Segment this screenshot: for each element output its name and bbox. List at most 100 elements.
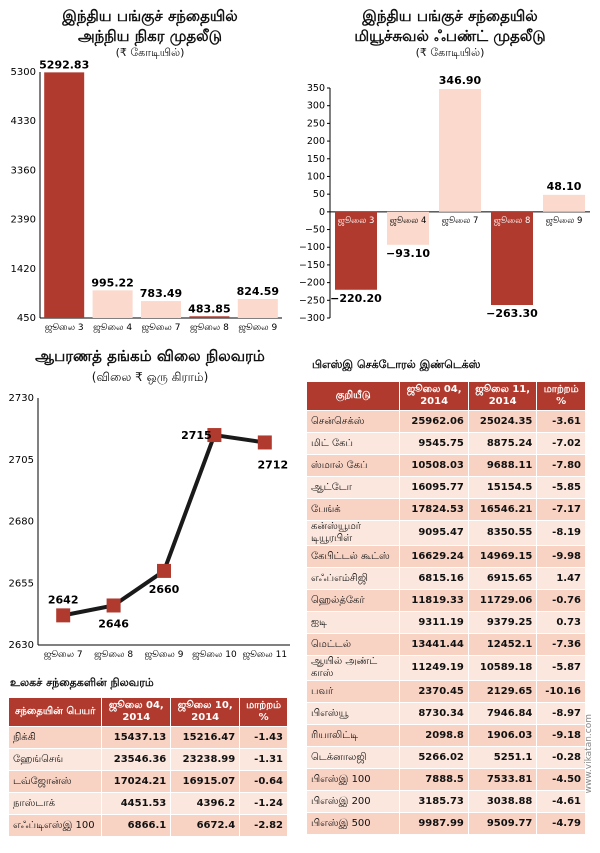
mf-y-tick-label: 200 xyxy=(307,136,325,147)
bse-value-cell: -7.02 xyxy=(536,432,586,455)
bse-value-cell: -0.28 xyxy=(536,746,586,769)
bse-value-cell: 9379.25 xyxy=(467,611,538,634)
bse-value-cell: 13441.44 xyxy=(399,633,469,656)
bse-table-row: பிஎஸ்இ 200 3185.73 3038.88 -4.61 xyxy=(305,790,586,813)
bse-header-cell: ஜூலை 11, 2014 xyxy=(467,381,538,411)
world-value-cell: 15216.47 xyxy=(170,726,241,749)
gold-y-tick-label: 2705 xyxy=(9,455,34,466)
fii-value-label: 783.49 xyxy=(140,287,182,300)
bse-table-row: டெக்னாலஜி 5266.02 5251.1 -0.28 xyxy=(305,746,586,769)
gold-value-label: 2642 xyxy=(48,593,79,606)
bse-table-row: கேபிட்டல் கூட்ஸ் 16629.24 14969.15 -9.98 xyxy=(305,545,586,568)
mf-y-tick-label: 0 xyxy=(319,207,325,218)
bse-value-cell: -3.61 xyxy=(536,410,586,433)
mf-y-tick-label: 150 xyxy=(307,154,325,165)
bse-value-cell: 16629.24 xyxy=(399,545,469,568)
bse-name-cell: ஹெல்த்கேர் xyxy=(305,589,401,612)
mf-bar xyxy=(387,211,429,245)
bse-value-cell: 8350.55 xyxy=(467,520,538,546)
world-name-cell: டவ்ஜோன்ஸ் xyxy=(7,770,103,793)
world-name-cell: எஃப்டிஎஸ்இ 100 xyxy=(7,814,103,837)
bse-value-cell: 14969.15 xyxy=(467,545,538,568)
bse-table-row: பிஎஸ்இ 100 7888.5 7533.81 -4.50 xyxy=(305,768,586,791)
gold-y-tick-label: 2730 xyxy=(9,393,34,404)
gold-y-tick-label: 2630 xyxy=(9,640,34,651)
mf-y-tick-label: −250 xyxy=(300,295,325,306)
bse-table-row: பிஎஸ்இ 500 9987.99 9509.77 -4.79 xyxy=(305,812,586,835)
world-value-cell: 4451.53 xyxy=(101,792,172,815)
mf-value-label: −220.20 xyxy=(330,292,382,305)
gold-x-tick-label: ஜூலை 9 xyxy=(145,650,184,660)
bse-table-row: கன்ஸ்யூமர் டியூரபிள் 9095.47 8350.55 -8.19 xyxy=(305,520,586,546)
bse-name-cell: ஸ்மால் கேப் xyxy=(305,454,401,477)
mf-bar xyxy=(491,211,533,306)
fii-chart-title: இந்திய பங்குச் சந்தையில் xyxy=(62,7,238,25)
bse-value-cell: 8875.24 xyxy=(467,432,538,455)
gold-y-tick-label: 2680 xyxy=(9,517,34,528)
bse-name-cell: பிஎஸ்யூ xyxy=(305,702,401,725)
mf-y-tick-label: 50 xyxy=(313,189,325,200)
bse-value-cell: 0.73 xyxy=(536,611,586,634)
bse-table-header: குறியீடு ஜூலை 04, 2014 ஜூலை 11, 2014 மாற்றம… xyxy=(305,381,586,411)
fii-x-tick-label: ஜூலை 4 xyxy=(93,323,132,333)
bse-value-cell: 25024.35 xyxy=(467,410,538,433)
mf-y-tick-label: 350 xyxy=(307,83,325,94)
bse-name-cell: பவர் xyxy=(305,680,401,703)
world-markets-table: சந்தையின் பெயர் ஜூலை 04, 2014 ஜூலை 10, 201… xyxy=(7,697,288,837)
bse-value-cell: 9095.47 xyxy=(399,520,469,546)
mf-value-label: 346.90 xyxy=(439,74,482,87)
mf-x-tick-label: ஜூலை 4 xyxy=(390,216,427,226)
fii-y-tick-label: 1420 xyxy=(11,264,36,275)
bse-value-cell: 1.47 xyxy=(536,567,586,590)
bse-value-cell: 7888.5 xyxy=(399,768,469,791)
world-header-cell: ஜூலை 04, 2014 xyxy=(101,697,172,727)
mf-x-tick-label: ஜூலை 8 xyxy=(494,216,531,226)
bse-value-cell: 5266.02 xyxy=(399,746,469,769)
bse-value-cell: 7946.84 xyxy=(467,702,538,725)
world-header-cell: சந்தையின் பெயர் xyxy=(7,697,103,727)
world-value-cell: 23238.99 xyxy=(170,748,241,771)
bse-name-cell: மெட்டல் xyxy=(305,633,401,656)
bse-header-cell: மாற்றம் % xyxy=(536,381,586,411)
gold-point-marker xyxy=(157,563,171,578)
gold-point-marker xyxy=(207,428,222,443)
fii-bar xyxy=(189,316,230,318)
mf-x-tick-label: ஜூலை 7 xyxy=(442,216,479,226)
fii-value-label: 824.59 xyxy=(237,285,279,298)
world-value-cell: -1.43 xyxy=(239,726,288,749)
mf-value-label: 48.10 xyxy=(547,180,582,193)
bse-table-row: ஐடி 9311.19 9379.25 0.73 xyxy=(305,611,586,634)
bse-value-cell: 9987.99 xyxy=(399,812,469,835)
world-value-cell: -0.64 xyxy=(239,770,288,793)
bse-value-cell: 16095.77 xyxy=(399,476,469,499)
mf-y-tick-label: 100 xyxy=(307,171,325,182)
world-value-cell: -1.31 xyxy=(239,748,288,771)
bse-value-cell: 10589.18 xyxy=(467,655,538,681)
bse-table-row: ஆட்டோ 16095.77 15154.5 -5.85 xyxy=(305,476,586,499)
world-table-row: நாஸ்டாக் 4451.53 4396.2 -1.24 xyxy=(7,792,288,815)
mf-chart-panel: இந்திய பங்குச் சந்தையில் மியூச்சுவல் ஃபண… xyxy=(300,0,600,340)
bse-table-row: பிஎஸ்யூ 8730.34 7946.84 -8.97 xyxy=(305,702,586,725)
gold-value-label: 2715 xyxy=(181,429,212,442)
world-value-cell: 17024.21 xyxy=(101,770,172,793)
bse-value-cell: 3185.73 xyxy=(399,790,469,813)
bse-value-cell: 9311.19 xyxy=(399,611,469,634)
gold-value-label: 2660 xyxy=(149,583,180,596)
fii-bar xyxy=(237,299,278,318)
bse-name-cell: பிஎஸ்இ 100 xyxy=(305,768,401,791)
mf-value-label: −93.10 xyxy=(386,247,430,260)
bse-name-cell: சென்செக்ஸ் xyxy=(305,410,401,433)
bse-value-cell: 11249.19 xyxy=(399,655,469,681)
world-table-header: சந்தையின் பெயர் ஜூலை 04, 2014 ஜூலை 10, 201… xyxy=(7,697,288,727)
mf-y-tick-label: −200 xyxy=(300,278,325,289)
bse-name-cell: கன்ஸ்யூமர் டியூரபிள் xyxy=(305,520,401,546)
fii-x-tick-label: ஜூலை 8 xyxy=(190,323,229,333)
bse-name-cell: ஆயில் அண்ட் காஸ் xyxy=(305,655,401,681)
fii-value-label: 995.22 xyxy=(91,276,133,289)
mf-bar xyxy=(543,194,585,212)
fii-y-tick-label: 2390 xyxy=(11,215,36,226)
bse-value-cell: 16546.21 xyxy=(467,498,538,521)
bse-value-cell: 8730.34 xyxy=(399,702,469,725)
fii-bar xyxy=(92,290,133,318)
